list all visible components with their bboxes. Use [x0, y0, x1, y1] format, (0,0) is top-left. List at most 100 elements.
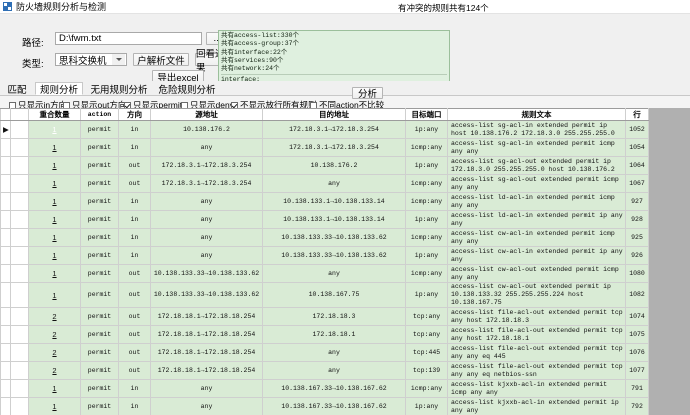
- cell-overlap-count[interactable]: 2: [28, 343, 81, 362]
- table-row[interactable]: ▶ 1 permit in 10.138.176.2 172.18.3.1→172.18.…: [0, 120, 649, 139]
- row-selector[interactable]: [0, 397, 11, 415]
- table-row[interactable]: 1 permit in any 10.138.133.33→10.138.133.62 i…: [0, 228, 649, 247]
- col-header-source[interactable]: 源地址: [150, 108, 263, 121]
- row-selector[interactable]: [0, 174, 11, 193]
- row-selector[interactable]: [0, 228, 11, 247]
- col-header-port[interactable]: 目标端口: [405, 108, 448, 121]
- cell-destination-address: 10.138.167.33→10.138.167.62: [262, 397, 406, 415]
- table-row[interactable]: 1 permit out 172.18.3.1→172.18.3.254 10.138.…: [0, 156, 649, 175]
- table-row[interactable]: 1 permit in any 10.138.167.33→10.138.167.62 i…: [0, 379, 649, 398]
- table-row[interactable]: 2 permit out 172.18.18.1→172.18.18.254 172.1…: [0, 307, 649, 326]
- cell-rule-text: access-list cw-acl-in extended permit ic…: [447, 228, 626, 247]
- table-gutter-header: [10, 108, 29, 121]
- cell-destination-address: 10.138.133.33→10.138.133.62: [262, 246, 406, 265]
- cell-line-number: 792: [625, 397, 649, 415]
- cell-overlap-count[interactable]: 1: [28, 210, 81, 229]
- col-header-count[interactable]: 重合数量: [28, 108, 81, 121]
- cell-overlap-count[interactable]: 1: [28, 228, 81, 247]
- path-input[interactable]: D:\fwm.txt: [55, 32, 202, 45]
- parse-summary-panel[interactable]: 共有access-list:330个 共有access-group:37个 共有…: [218, 30, 450, 87]
- cell-target-port: tcp:any: [405, 325, 448, 344]
- cell-rule-text: access-list file-acl-out extended permit…: [447, 325, 626, 344]
- table-row[interactable]: 1 permit in any 10.138.133.1→10.138.133.14 ip…: [0, 210, 649, 229]
- table-row[interactable]: 1 permit out 10.138.133.33→10.138.133.62 any…: [0, 264, 649, 283]
- cell-direction: in: [118, 210, 151, 229]
- table-row[interactable]: 1 permit out 10.138.133.33→10.138.133.62 10.…: [0, 282, 649, 308]
- cell-line-number: 1082: [625, 282, 649, 308]
- col-header-destination[interactable]: 目的地址: [262, 108, 406, 121]
- chevron-down-icon[interactable]: [112, 54, 125, 65]
- cell-overlap-count[interactable]: 1: [28, 264, 81, 283]
- cell-line-number: 926: [625, 246, 649, 265]
- cell-source-address: 172.18.18.1→172.18.18.254: [150, 307, 263, 326]
- cell-overlap-count[interactable]: 1: [28, 397, 81, 415]
- tab-match[interactable]: 匹配: [7, 84, 27, 96]
- cell-action: permit: [80, 343, 119, 362]
- cell-overlap-count[interactable]: 2: [28, 325, 81, 344]
- type-select[interactable]: 思科交换机: [55, 53, 127, 67]
- cell-direction: out: [118, 156, 151, 175]
- row-selector[interactable]: [0, 156, 11, 175]
- cell-source-address: any: [150, 379, 263, 398]
- table-row[interactable]: 1 permit in any 10.138.133.33→10.138.133.62 i…: [0, 246, 649, 265]
- col-header-direction[interactable]: 方向: [118, 108, 151, 121]
- row-selector[interactable]: [0, 307, 11, 326]
- cell-line-number: 1076: [625, 343, 649, 362]
- cell-source-address: any: [150, 397, 263, 415]
- table-row[interactable]: 1 permit in any 10.138.133.1→10.138.133.14 ic…: [0, 192, 649, 211]
- table-row[interactable]: 1 permit out 172.18.3.1→172.18.3.254 any icmp…: [0, 174, 649, 193]
- cell-direction: in: [118, 397, 151, 415]
- col-header-action[interactable]: action: [80, 108, 119, 121]
- row-selector[interactable]: [0, 282, 11, 308]
- summary-line: 共有services:90个: [221, 56, 284, 64]
- cell-source-address: 10.138.176.2: [150, 120, 263, 139]
- cell-overlap-count[interactable]: 1: [28, 282, 81, 308]
- row-selector[interactable]: [0, 343, 11, 362]
- tab-unused-rule-analysis[interactable]: 无用规则分析: [90, 84, 148, 96]
- row-selector[interactable]: [0, 379, 11, 398]
- row-selector[interactable]: [0, 264, 11, 283]
- cell-overlap-count[interactable]: 1: [28, 138, 81, 157]
- cell-overlap-count[interactable]: 1: [28, 379, 81, 398]
- cell-overlap-count[interactable]: 2: [28, 307, 81, 326]
- cell-action: permit: [80, 397, 119, 415]
- cell-overlap-count[interactable]: 1: [28, 156, 81, 175]
- rule-table-scroll[interactable]: 重合数量 action 方向 源地址 目的地址 目标端口 规则文本 行 ▶ 1 pe…: [0, 108, 690, 415]
- cell-overlap-count[interactable]: 1: [28, 246, 81, 265]
- row-selector[interactable]: [0, 325, 11, 344]
- cell-overlap-count[interactable]: 1: [28, 174, 81, 193]
- row-gutter: [10, 264, 29, 283]
- table-row[interactable]: 1 permit in any 10.138.167.33→10.138.167.62 i…: [0, 397, 649, 415]
- parse-file-button[interactable]: 户解析文件: [133, 53, 189, 67]
- row-selector[interactable]: [0, 210, 11, 229]
- cell-rule-text: access-list kjxxb-acl-in extended permit…: [447, 379, 626, 398]
- tab-rule-analysis[interactable]: 规则分析: [35, 82, 83, 96]
- row-selector[interactable]: [0, 246, 11, 265]
- type-select-value: 思科交换机: [59, 55, 107, 67]
- row-selector[interactable]: [0, 361, 11, 380]
- cell-overlap-count[interactable]: 1: [28, 192, 81, 211]
- analyze-button[interactable]: 分析: [352, 87, 383, 100]
- form-area: 路径: D:\fwm.txt ... 类型: 思科交换机 户解析文件 回看过滤果…: [0, 14, 690, 97]
- col-header-rule-text[interactable]: 规则文本: [447, 108, 626, 121]
- tab-risky-rule-analysis[interactable]: 危险规则分析: [158, 84, 216, 96]
- cell-overlap-count[interactable]: 2: [28, 361, 81, 380]
- row-selector[interactable]: [0, 138, 11, 157]
- table-row[interactable]: 1 permit in any 172.18.3.1→172.18.3.254 icmp:…: [0, 138, 649, 157]
- cell-target-port: ip:any: [405, 210, 448, 229]
- row-gutter: [10, 228, 29, 247]
- cell-destination-address: 10.138.167.33→10.138.167.62: [262, 379, 406, 398]
- table-row[interactable]: 2 permit out 172.18.18.1→172.18.18.254 any tc…: [0, 361, 649, 380]
- cell-target-port: ip:any: [405, 397, 448, 415]
- cell-overlap-count[interactable]: 1: [28, 120, 81, 139]
- table-row[interactable]: 2 permit out 172.18.18.1→172.18.18.254 172.1…: [0, 325, 649, 344]
- row-selector[interactable]: [0, 192, 11, 211]
- cell-line-number: 1075: [625, 325, 649, 344]
- row-selector[interactable]: ▶: [0, 120, 11, 139]
- table-row[interactable]: 2 permit out 172.18.18.1→172.18.18.254 any tc…: [0, 343, 649, 362]
- cell-direction: out: [118, 264, 151, 283]
- cell-action: permit: [80, 325, 119, 344]
- summary-line: 共有access-list:330个: [221, 32, 300, 39]
- col-header-line[interactable]: 行: [625, 108, 649, 121]
- cell-line-number: 1054: [625, 138, 649, 157]
